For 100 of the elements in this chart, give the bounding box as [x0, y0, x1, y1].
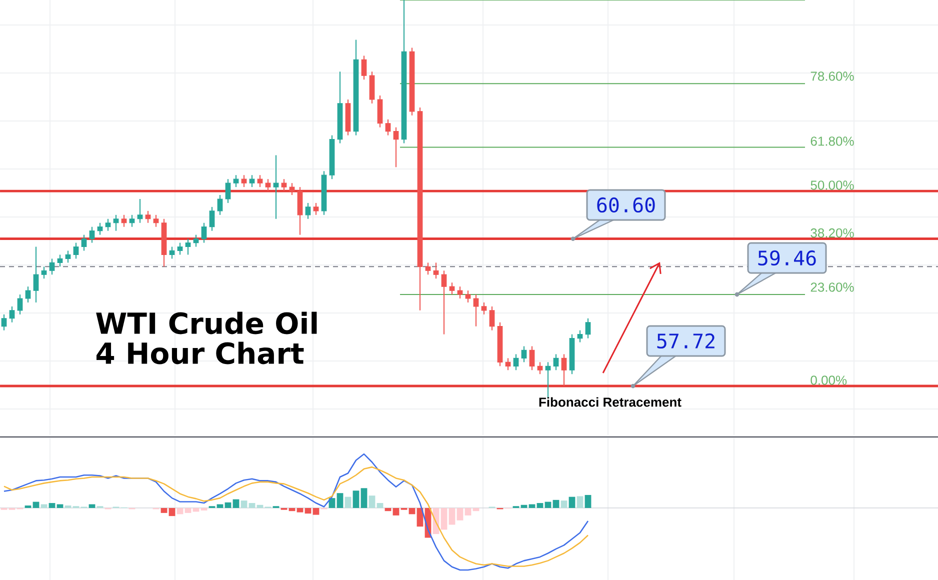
bar: [392, 508, 400, 516]
bar: [256, 504, 264, 508]
bar: [584, 494, 592, 508]
bar: [32, 502, 40, 508]
bar: [576, 496, 584, 508]
candlestick: [297, 186, 303, 236]
candlestick: [265, 178, 271, 192]
bar: [224, 502, 232, 508]
annotation: 59.46: [758, 250, 816, 266]
candlestick: [385, 118, 391, 136]
bar: [352, 490, 360, 508]
candlestick: [361, 55, 367, 80]
candlestick: [233, 174, 239, 188]
candlestick: [553, 354, 559, 371]
text: WTI Crude Oil: [96, 312, 317, 334]
candlestick: [209, 206, 215, 232]
candlestick: [81, 234, 87, 252]
candlestick: [73, 242, 79, 260]
candlestick: [369, 71, 375, 104]
candlestick: [241, 174, 247, 188]
candlestick: [25, 286, 31, 303]
bar: [336, 493, 344, 508]
text: 61.80%: [810, 136, 854, 146]
candlestick: [17, 294, 23, 315]
bar: [360, 488, 368, 508]
candlestick: [313, 202, 319, 216]
candlestick: [305, 202, 311, 220]
candlestick: [585, 318, 591, 339]
bar: [200, 508, 208, 510]
bar: [248, 503, 256, 508]
candlestick: [393, 126, 399, 168]
bar: [168, 508, 176, 516]
candlestick: [513, 354, 519, 371]
bar: [568, 496, 576, 508]
candlestick: [489, 306, 495, 331]
bar: [552, 500, 560, 508]
candlestick: [89, 226, 95, 244]
candlestick: [281, 178, 287, 192]
bar: [312, 508, 320, 515]
bar: [544, 502, 552, 508]
candlestick: [449, 282, 455, 296]
candlestick: [137, 198, 143, 224]
bar: [304, 508, 312, 514]
candlestick: [457, 286, 463, 299]
candlestick: [121, 214, 127, 228]
candlestick: [113, 214, 119, 232]
candlestick: [145, 210, 151, 224]
candlestick: [521, 346, 527, 363]
candlestick: [441, 270, 447, 335]
annotation: 0.00%: [810, 376, 847, 385]
candlestick: [545, 362, 551, 398]
candlestick: [105, 218, 111, 232]
candlestick: [185, 238, 191, 256]
annotation: 38.20%: [810, 228, 854, 238]
bar: [560, 500, 568, 508]
candlestick: [425, 262, 431, 276]
candlestick: [257, 174, 263, 188]
candlestick: [473, 294, 479, 327]
candlestick: [273, 154, 279, 220]
bar: [384, 508, 392, 512]
candlestick: [217, 194, 223, 216]
bar: [464, 508, 472, 516]
candlestick: [1, 314, 7, 331]
bar: [472, 508, 480, 512]
candlestick: [465, 290, 471, 303]
candlestick: [65, 250, 71, 264]
text: 4 Hour Chart: [96, 342, 304, 364]
candlestick: [49, 258, 55, 276]
bar: [240, 500, 248, 508]
candlestick: [377, 95, 383, 128]
candlestick: [249, 174, 255, 188]
annotation: Fibonacci Retracement: [539, 397, 682, 407]
candlestick: [177, 242, 183, 256]
annotation: 50.00%: [810, 180, 854, 190]
annotation: 60.60: [597, 197, 655, 213]
bar: [408, 508, 416, 514]
bar: [344, 496, 352, 508]
bar: [296, 508, 304, 512]
bar: [456, 508, 464, 520]
candlestick: [97, 222, 103, 236]
bar: [160, 508, 168, 513]
candlestick: [529, 346, 535, 371]
candlestick: [33, 246, 39, 303]
candlestick: [193, 234, 199, 248]
annotation: 57.72: [657, 333, 714, 349]
bar: [176, 508, 184, 514]
candlestick: [201, 222, 207, 244]
candlestick: [225, 178, 231, 204]
candlestick: [289, 182, 295, 196]
bar: [48, 503, 56, 508]
candlestick: [537, 362, 543, 375]
text: 78.60%: [810, 72, 854, 81]
bar: [288, 508, 296, 512]
bar: [440, 508, 448, 530]
bar: [448, 508, 456, 525]
candlestick: [41, 266, 47, 280]
candlestick: [57, 254, 63, 268]
bar: [184, 508, 192, 513]
bar: [368, 496, 376, 508]
candlestick: [577, 330, 583, 343]
